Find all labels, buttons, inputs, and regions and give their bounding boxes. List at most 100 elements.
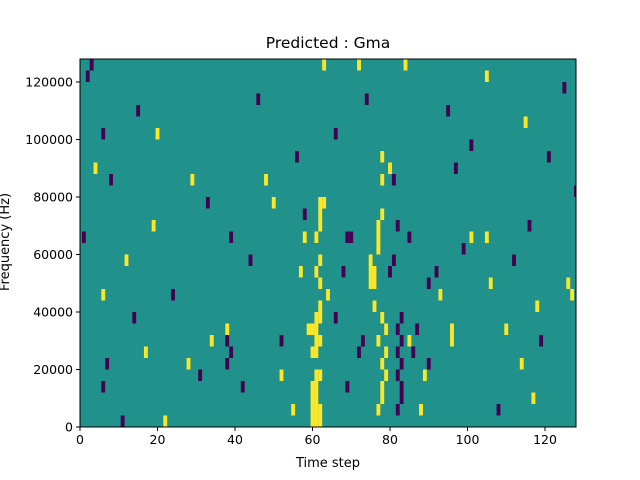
heatmap-cell-high — [291, 404, 296, 416]
x-tick-label: 0 — [76, 432, 84, 447]
heatmap-cell-high — [519, 358, 524, 370]
heatmap-cell-low — [399, 335, 404, 347]
heatmap-cell-low — [198, 369, 203, 381]
heatmap-cell-high — [318, 415, 323, 427]
heatmap-cell-high — [209, 335, 214, 347]
heatmap-cell-low — [388, 266, 392, 278]
heatmap-cell-low — [415, 323, 420, 335]
y-tick-label: 60000 — [33, 247, 73, 262]
heatmap-cell-high — [314, 381, 319, 393]
heatmap-cell-high — [310, 323, 315, 335]
heatmap-cell-low — [229, 231, 234, 243]
heatmap-cell-low — [171, 289, 175, 301]
heatmap-cell-high — [535, 300, 540, 312]
heatmap-cell-low — [399, 358, 404, 370]
heatmap-cell-high — [318, 220, 323, 232]
heatmap-cell-low — [426, 277, 431, 289]
heatmap-cell-low — [101, 381, 106, 393]
heatmap-cell-high — [388, 162, 392, 174]
heatmap-cell-low — [81, 231, 86, 243]
heatmap-cell-high — [314, 415, 319, 427]
y-tick-label: 0 — [65, 420, 73, 435]
heatmap-cell-high — [314, 335, 319, 347]
heatmap-cell-low — [345, 231, 350, 243]
heatmap-cell-high — [310, 346, 315, 358]
heatmap-cell-low — [395, 369, 400, 381]
heatmap-cell-low — [527, 220, 532, 232]
heatmap-cell-high — [484, 70, 489, 82]
heatmap-cell-low — [105, 358, 110, 370]
heatmap-cell-low — [395, 404, 400, 416]
heatmap-cell-low — [411, 346, 416, 358]
heatmap-cell-high — [384, 369, 389, 381]
heatmap-cell-low — [85, 70, 90, 82]
heatmap-cell-high — [380, 312, 385, 324]
heatmap-cell-high — [368, 254, 373, 266]
heatmap-cell-high — [566, 277, 571, 289]
heatmap-cell-low — [512, 254, 516, 266]
heatmap-cell-high — [318, 254, 323, 266]
x-tick-label: 120 — [533, 432, 557, 447]
heatmap-cell-low — [333, 128, 338, 140]
heatmap-cell-high — [151, 220, 156, 232]
heatmap-cell-high — [326, 289, 330, 301]
heatmap-cell-high — [380, 208, 385, 220]
heatmap-cell-high — [376, 335, 381, 347]
x-tick-label: 100 — [456, 432, 480, 447]
heatmap-cell-low — [120, 415, 125, 427]
heatmap-cell-high — [531, 392, 536, 404]
heatmap-cells — [81, 59, 576, 427]
heatmap-cell-low — [574, 185, 576, 197]
heatmap-cell-low — [539, 335, 544, 347]
heatmap-cell-high — [298, 266, 303, 278]
heatmap-cell-low — [349, 231, 354, 243]
heatmap-cell-high — [523, 116, 528, 128]
heatmap-cell-high — [314, 404, 319, 416]
heatmap-cell-high — [302, 231, 307, 243]
x-tick-label: 60 — [305, 432, 321, 447]
x-axis-label: Time step — [295, 456, 360, 471]
heatmap-cell-low — [240, 381, 245, 393]
heatmap-cell-high — [318, 208, 323, 220]
heatmap-cell-high — [264, 174, 268, 186]
heatmap-cell-high — [143, 346, 148, 358]
heatmap-cell-high — [318, 404, 323, 416]
heatmap-cell-low — [407, 231, 412, 243]
heatmap-cell-high — [376, 243, 381, 255]
chart-title: Predicted : Gma — [266, 34, 390, 52]
heatmap-cell-high — [155, 128, 160, 140]
y-axis-label: Frequency (Hz) — [0, 193, 13, 291]
heatmap-cell-low — [136, 105, 141, 117]
heatmap-cell-low — [391, 254, 396, 266]
heatmap-cell-high — [271, 197, 276, 209]
y-tick-label: 100000 — [25, 132, 73, 147]
heatmap-cell-low — [229, 346, 234, 358]
heatmap-cell-high — [419, 404, 423, 416]
heatmap-cell-low — [461, 243, 466, 255]
heatmap-cell-high — [372, 300, 377, 312]
heatmap-cell-high — [380, 151, 385, 163]
heatmap-cell-high — [384, 346, 389, 358]
heatmap-cell-low — [395, 323, 400, 335]
heatmap-cell-high — [322, 197, 327, 209]
heatmap-cell-low — [399, 392, 404, 404]
heatmap-cell-high — [318, 277, 323, 289]
heatmap-cell-low — [395, 220, 400, 232]
heatmap-cell-high — [314, 323, 319, 335]
y-tick-label: 20000 — [33, 362, 73, 377]
y-axis: 0 20000 40000 60000 80000 100000 120000 — [25, 75, 80, 435]
heatmap-cell-high — [372, 277, 377, 289]
heatmap-cell-high — [403, 59, 408, 71]
heatmap-cell-high — [306, 323, 311, 335]
heatmap-cell-low — [399, 312, 404, 324]
y-tick-label: 80000 — [33, 190, 73, 205]
heatmap-cell-high — [310, 392, 315, 404]
y-tick-label: 40000 — [33, 305, 73, 320]
heatmap-cell-low — [225, 358, 230, 370]
heatmap-cell-high — [314, 312, 319, 324]
heatmap-background — [80, 59, 576, 427]
heatmap-cell-high — [450, 323, 454, 335]
heatmap-cell-high — [422, 369, 427, 381]
heatmap-cell-high — [318, 369, 323, 381]
